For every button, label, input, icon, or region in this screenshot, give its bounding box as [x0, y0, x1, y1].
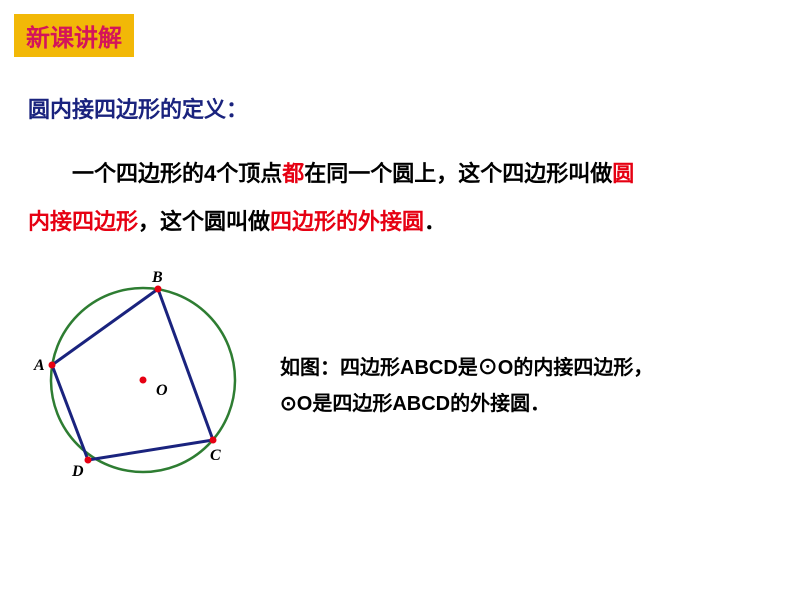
- section-title: 圆内接四边形的定义：: [28, 92, 248, 124]
- definition-segment: ．: [424, 209, 446, 234]
- svg-text:D: D: [71, 463, 84, 480]
- definition-segment: ，这个圆叫做: [138, 209, 270, 234]
- svg-text:B: B: [151, 269, 163, 286]
- svg-text:A: A: [33, 357, 45, 374]
- definition-text: 一个四边形的4个顶点都在同一个圆上，这个四边形叫做圆内接四边形，这个圆叫做四边形…: [28, 150, 648, 247]
- svg-text:O: O: [156, 382, 168, 399]
- definition-segment: 四边形的外接圆: [270, 209, 424, 234]
- diagram-caption: 如图：四边形ABCD是⊙O的内接四边形， ⊙O是四边形ABCD的外接圆．: [280, 350, 653, 422]
- lesson-badge: 新课讲解: [14, 14, 134, 57]
- definition-segment: 都: [282, 161, 304, 186]
- definition-segment: 一个四边形的4个顶点: [28, 161, 282, 186]
- caption-line-1: 如图：四边形ABCD是⊙O的内接四边形，: [280, 350, 653, 386]
- caption-line-2: ⊙O是四边形ABCD的外接圆．: [280, 386, 653, 422]
- definition-segment: 在同一个圆上，这个四边形叫做: [304, 161, 612, 186]
- circle-quadrilateral-diagram: A B C D O: [28, 260, 258, 490]
- svg-text:C: C: [210, 447, 221, 464]
